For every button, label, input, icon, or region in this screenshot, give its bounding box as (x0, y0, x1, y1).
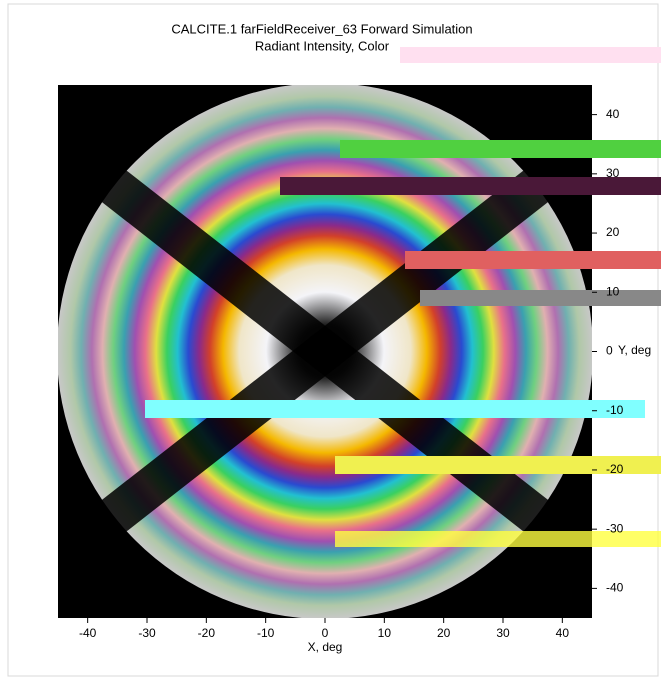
chart: CALCITE.1 farFieldReceiver_63 Forward Si… (0, 0, 661, 679)
x-tick-label: 0 (322, 626, 329, 640)
y-tick-label: -40 (606, 581, 624, 595)
x-tick-label: 20 (437, 626, 451, 640)
x-tick-label: -40 (79, 626, 97, 640)
chart-title: CALCITE.1 farFieldReceiver_63 Forward Si… (171, 21, 472, 36)
y-tick-label: 20 (606, 225, 620, 239)
x-tick-label: 30 (496, 626, 510, 640)
y-tick-label: 40 (606, 107, 620, 121)
y-tick-label: -20 (606, 462, 624, 476)
y-tick-label: 0 (606, 344, 613, 358)
x-axis-label: X, deg (308, 640, 343, 654)
x-tick-label: -30 (138, 626, 156, 640)
y-tick-label: -30 (606, 521, 624, 535)
y-tick-label: -10 (606, 403, 624, 417)
x-tick-label: 10 (378, 626, 392, 640)
y-tick-label: 30 (606, 166, 620, 180)
y-axis-label: Y, deg (618, 343, 651, 357)
x-tick-label: -10 (257, 626, 275, 640)
x-tick-label: 40 (556, 626, 570, 640)
x-tick-label: -20 (198, 626, 216, 640)
chart-subtitle: Radiant Intensity, Color (255, 38, 390, 53)
y-tick-label: 10 (606, 284, 620, 298)
